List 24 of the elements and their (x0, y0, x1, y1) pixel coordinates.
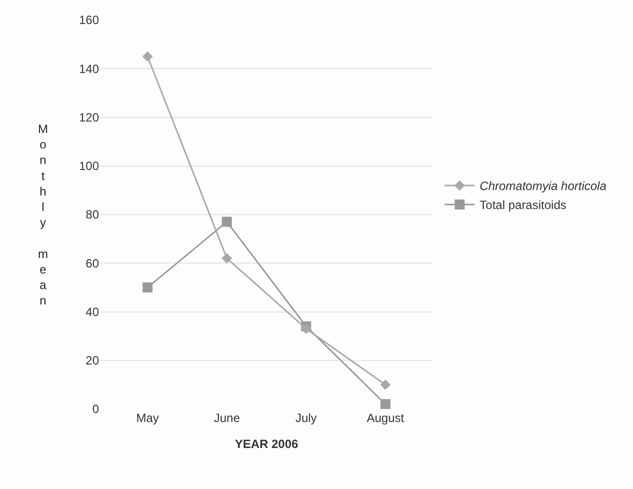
y-tick-label: 40 (86, 304, 100, 319)
y-tick-label: 0 (92, 402, 100, 416)
point (142, 282, 153, 292)
point (300, 324, 312, 334)
y-tick-label: 100 (78, 159, 100, 174)
point (380, 379, 391, 390)
legend-label: Chromatomyia horticola (480, 179, 607, 194)
text: Monthly mean (38, 122, 48, 308)
x-tick-label: July (295, 411, 317, 425)
x-axis-title: YEAR 2006 (234, 436, 299, 451)
x-tick-label: May (136, 411, 159, 425)
y-tick-label: 120 (78, 110, 100, 124)
point (222, 253, 232, 264)
y-tick-label: 160 (78, 13, 100, 28)
y-tick-label: 60 (86, 256, 100, 270)
point (142, 51, 153, 62)
x-tick-label: June (214, 411, 240, 425)
point (222, 216, 232, 227)
point (380, 399, 390, 409)
y-tick-label: 140 (78, 62, 100, 76)
legend-label: Total parasitoids (480, 198, 566, 212)
y-tick-label: 20 (86, 354, 100, 368)
x-tick-label: August (366, 411, 405, 425)
y-tick-label: 80 (86, 208, 100, 222)
